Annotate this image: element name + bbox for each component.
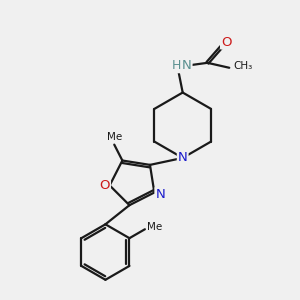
Text: N: N [155,188,165,201]
Text: H: H [172,59,182,72]
Text: O: O [221,35,232,49]
Text: CH₃: CH₃ [233,61,253,71]
Text: Me: Me [147,222,162,232]
Text: Me: Me [106,132,122,142]
Text: O: O [100,179,110,192]
Text: N: N [178,152,188,164]
Text: N: N [182,59,191,72]
